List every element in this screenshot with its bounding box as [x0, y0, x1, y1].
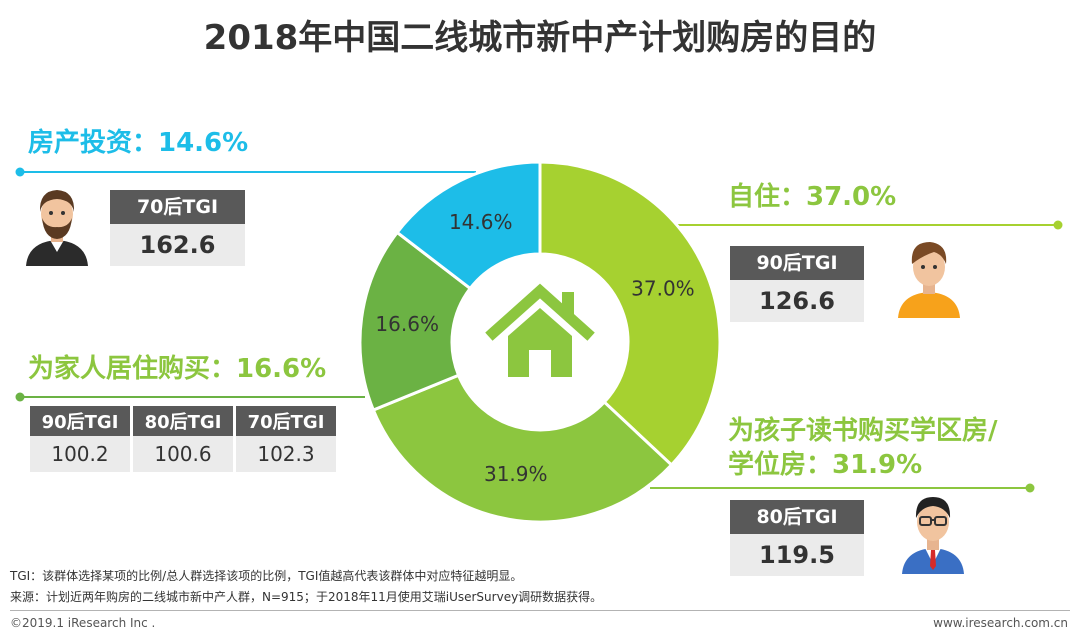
tgi-note: TGI：该群体选择某项的比例/总人群选择该项的比例，TGI值越高代表该群体中对应… [10, 569, 523, 583]
self-use-tgi-header: 90后TGI [730, 246, 864, 280]
school-tgi-value: 119.5 [730, 534, 864, 576]
slice-value-label: 31.9% [484, 462, 548, 486]
man-with-glasses-avatar-icon [902, 497, 964, 574]
family-connector-dot [15, 392, 25, 402]
school-tgi-header: 80后TGI [730, 500, 864, 534]
source-note: 来源：计划近两年购房的二线城市新中产人群，N=915；于2018年11月使用艾瑞… [10, 590, 603, 604]
family-tgi-value-80s: 100.6 [133, 436, 233, 472]
donut-slice [358, 230, 473, 412]
family-tgi-value-90s: 100.2 [30, 436, 130, 472]
school-connector-dot [1025, 483, 1035, 493]
family-tgi-header-80s: 80后TGI [133, 406, 233, 440]
family-tgi-header-90s: 90后TGI [30, 406, 130, 440]
self-use-tgi-value: 126.6 [730, 280, 864, 322]
family-tgi-header-70s: 70后TGI [236, 406, 336, 440]
investment-tgi-header: 70后TGI [110, 190, 245, 224]
school-label-line2: 学位房：31.9% [728, 450, 923, 480]
school-label-line1: 为孩子读书购买学区房/ [728, 416, 998, 446]
slice-value-label: 37.0% [631, 277, 695, 301]
copyright: ©2019.1 iResearch Inc . [10, 616, 156, 630]
self-use-connector-dot [1053, 220, 1063, 230]
house-icon [485, 283, 595, 377]
footer-divider [10, 610, 1070, 611]
bearded-man-avatar-icon [26, 190, 88, 266]
page-title: 2018年中国二线城市新中产计划购房的目的 [203, 18, 877, 58]
family-tgi-value-70s: 102.3 [236, 436, 336, 472]
donut-slice [371, 373, 674, 524]
investment-connector-dot [15, 167, 25, 177]
donut-slice [395, 160, 542, 291]
investment-label: 房产投资：14.6% [28, 128, 249, 158]
website: www.iresearch.com.cn [933, 616, 1068, 630]
slice-value-label: 16.6% [375, 312, 439, 336]
slice-value-label: 14.6% [449, 210, 513, 234]
self-use-label: 自住：37.0% [728, 182, 897, 212]
family-label: 为家人居住购买：16.6% [28, 354, 327, 384]
donut-slice [538, 160, 722, 468]
investment-tgi-value: 162.6 [110, 224, 245, 266]
young-man-avatar-icon [898, 242, 960, 318]
